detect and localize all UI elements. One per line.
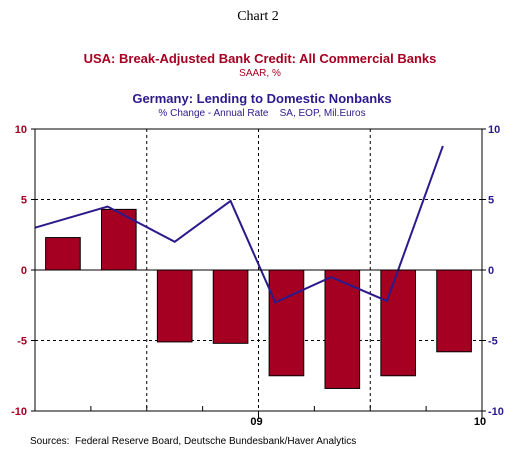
usa-bar (380, 269, 417, 377)
usa-bar (436, 269, 472, 353)
usa-chart-subtitle: SAAR, % (239, 68, 281, 79)
usa-bars (45, 208, 472, 389)
usa-bar (45, 237, 81, 271)
left-axis-tick-label: -5 (17, 336, 27, 348)
source-note: Sources: Federal Reserve Board, Deutsche… (30, 436, 356, 447)
germany-chart-title: Germany: Lending to Domestic Nonbanks (132, 91, 391, 106)
page-title: Chart 2 (237, 9, 279, 24)
germany-chart-subtitle: % Change - Annual Rate SA, EOP, Mil.Euro… (158, 108, 365, 119)
germany-line-path (34, 145, 444, 304)
right-axis-tick-label: -5 (488, 336, 498, 348)
usa-chart-title: USA: Break-Adjusted Bank Credit: All Com… (84, 51, 437, 66)
usa-bar (268, 269, 305, 377)
right-axis-tick-label: -10 (488, 406, 504, 418)
usa-bar (212, 269, 249, 344)
right-axis-tick-label: 0 (488, 265, 494, 277)
right-axis-tick-label: 10 (488, 124, 500, 136)
right-axis-tick-label: 5 (488, 195, 494, 207)
germany-line (34, 145, 444, 304)
left-axis-tick-label: 5 (21, 195, 27, 207)
left-axis-tick-label: 10 (15, 124, 27, 136)
left-axis-tick-label: -10 (11, 406, 27, 418)
x-axis-tick-label: 10 (474, 416, 486, 428)
left-axis-tick-label: 0 (21, 265, 27, 277)
x-axis-tick-label: 09 (250, 416, 262, 428)
usa-bar (156, 269, 193, 343)
